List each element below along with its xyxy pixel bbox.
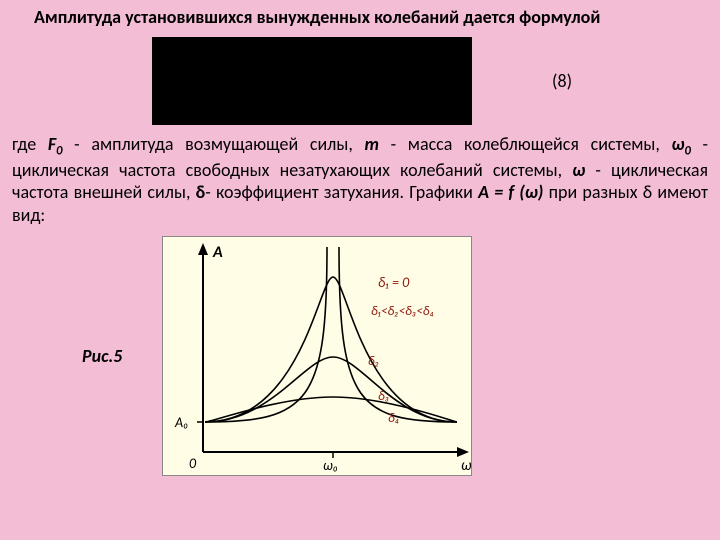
symbol-F: F: [48, 133, 56, 155]
title-text: Амплитуда установившихся вынужденных кол…: [34, 6, 600, 28]
formula-placeholder: [152, 37, 472, 125]
symbol-omega: ω: [572, 159, 585, 181]
symbol-delta: δ: [196, 181, 206, 203]
text: - амплитуда возмущающей силы,: [63, 133, 365, 155]
text: - коэффициент затухания. Графики: [205, 181, 478, 203]
symbol-omega0: ω: [672, 133, 685, 155]
title: Амплитуда установившихся вынужденных кол…: [12, 6, 708, 29]
svg-text:δ₁ = 0: δ₁ = 0: [378, 274, 410, 291]
symbol-Aeq: A = f (ω): [478, 181, 543, 203]
svg-text:ω₀: ω₀: [323, 457, 338, 474]
formula-row: (8): [12, 37, 708, 125]
symbol-m: m: [364, 133, 378, 155]
equation-number: (8): [552, 70, 572, 92]
body-paragraph: где F0 - амплитуда возмущающей силы, m -…: [12, 133, 708, 227]
svg-text:δ₁<δ₂<δ₃<δ₄: δ₁<δ₂<δ₃<δ₄: [371, 304, 434, 319]
text: где: [12, 133, 48, 155]
svg-text:A₀: A₀: [174, 414, 189, 431]
svg-text:δ₃: δ₃: [378, 389, 389, 404]
svg-text:ω: ω: [461, 457, 471, 475]
svg-text:A: A: [212, 243, 223, 262]
resonance-chart: Aω A₀ 0 ω₀ δ₁ = 0 δ₁<δ₂<δ₃<δ₄ δ₂ δ₃ δ₄: [162, 236, 472, 476]
text: - масса колеблющейся системы,: [379, 133, 672, 155]
figure-row: Рис.5 Aω A₀ 0 ω₀ δ₁ = 0 δ₁<δ₂<δ₃<δ₄ δ₂ δ₃ δ₄: [12, 236, 708, 476]
svg-text:δ₄: δ₄: [388, 411, 399, 426]
svg-text:0: 0: [189, 455, 197, 472]
figure-caption: Рис.5: [82, 345, 122, 367]
svg-text:δ₂: δ₂: [368, 354, 379, 369]
